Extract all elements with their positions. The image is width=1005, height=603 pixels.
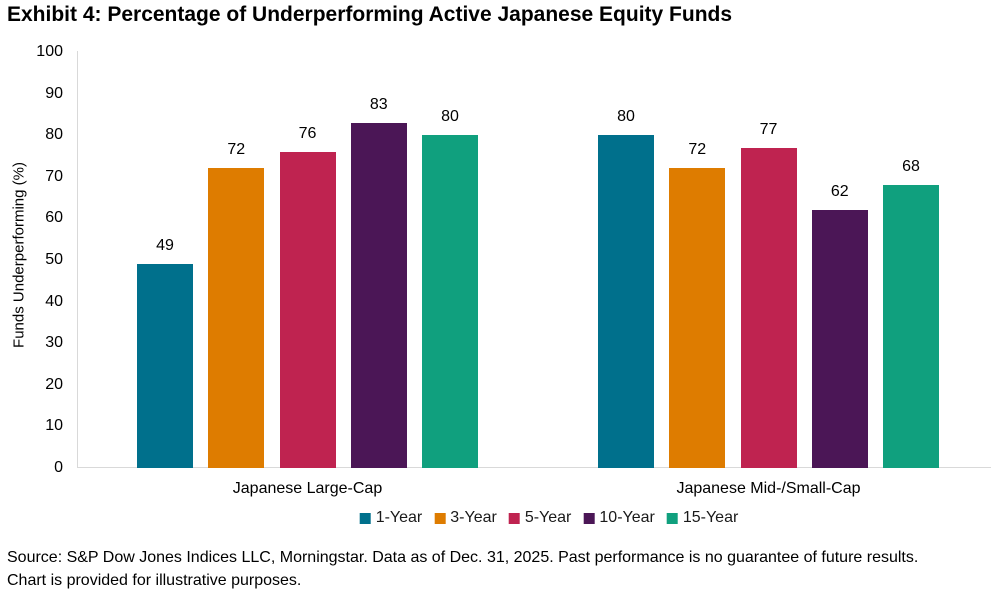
bar-value-label: 68 <box>902 158 920 176</box>
y-tick-label: 90 <box>45 84 63 102</box>
legend-label: 15-Year <box>682 509 739 526</box>
legend: 1-Year 3-Year 5-Year 10-Year 15-Year <box>359 509 739 527</box>
bar-3-Year-2 <box>669 168 726 468</box>
legend-swatch-icon <box>508 512 520 524</box>
bar-5-Year-2 <box>740 147 797 468</box>
source-note: Source: S&P Dow Jones Indices LLC, Morni… <box>7 549 919 589</box>
bar-value-label: 72 <box>227 141 246 159</box>
y-tick-label: 50 <box>45 251 63 268</box>
plot-area <box>77 51 991 468</box>
y-tick-label: 70 <box>45 167 63 185</box>
y-tick-label: 100 <box>36 43 63 60</box>
y-tick-label: 10 <box>45 417 63 435</box>
y-tick-label: 0 <box>54 459 63 476</box>
legend-item-15-Year: 15-Year <box>666 509 739 527</box>
bar-3-Year-1 <box>208 168 265 468</box>
bar-1-Year-1 <box>137 264 193 468</box>
chart-title: Exhibit 4: Percentage of Underperforming… <box>7 3 733 26</box>
bar-value-label: 49 <box>156 237 174 255</box>
category-label: Japanese Mid-/Small-Cap <box>676 480 861 497</box>
y-tick-label: 40 <box>45 292 63 310</box>
bar-15-Year-2 <box>883 185 939 468</box>
bar-10-Year-2 <box>811 210 868 468</box>
legend-swatch-icon <box>359 512 371 524</box>
legend-item-5-Year: 5-Year <box>508 509 572 527</box>
bar-value-label: 80 <box>441 108 459 126</box>
legend-label: 10-Year <box>599 509 655 526</box>
category-label: Japanese Large-Cap <box>232 480 383 497</box>
legend-label: 1-Year <box>375 509 423 526</box>
y-tick-label: 80 <box>45 126 63 144</box>
bar-value-label: 77 <box>759 120 778 138</box>
bar-1-Year-2 <box>598 135 654 468</box>
legend-swatch-icon <box>583 512 595 524</box>
bar-value-label: 72 <box>688 141 707 159</box>
bar-15-Year-1 <box>422 135 478 468</box>
legend-item-3-Year: 3-Year <box>434 509 497 527</box>
bar-value-label: 76 <box>298 124 317 142</box>
bar-10-Year-1 <box>350 122 407 468</box>
bar-value-label: 62 <box>830 183 849 201</box>
bar-5-Year-1 <box>279 151 336 468</box>
legend-swatch-icon <box>666 512 678 524</box>
y-tick-label: 20 <box>45 375 63 393</box>
y-tick-label: 30 <box>45 334 63 352</box>
legend-label: 3-Year <box>450 509 497 526</box>
legend-label: 5-Year <box>524 509 572 526</box>
y-tick-label: 60 <box>45 209 63 227</box>
legend-swatch-icon <box>434 512 446 524</box>
legend-item-1-Year: 1-Year <box>359 509 423 527</box>
bar-value-label: 80 <box>617 108 635 126</box>
legend-item-10-Year: 10-Year <box>583 509 655 527</box>
bar-value-label: 83 <box>369 95 388 113</box>
